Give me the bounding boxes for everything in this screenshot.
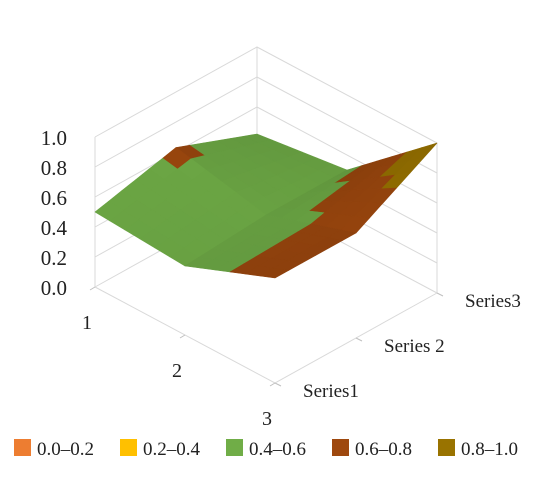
value-tick-label: 0.6: [41, 186, 67, 210]
legend-label: 0.6–0.8: [355, 439, 412, 460]
value-tick-label: 1.0: [41, 126, 67, 150]
legend-swatch: [332, 439, 349, 456]
series-tick-1: [355, 337, 363, 342]
category-tick-label: 3: [262, 408, 272, 430]
legend-label: 0.0–0.2: [37, 439, 94, 460]
category-tick-1: [179, 334, 186, 339]
legend-label: 0.8–1.0: [461, 439, 518, 460]
surface-layer: [94, 133, 438, 279]
value-tick-label: 0.4: [41, 216, 68, 240]
legend-label: 0.2–0.4: [143, 439, 201, 460]
legend-swatch: [438, 439, 455, 456]
value-tick-label: 0.0: [41, 276, 67, 300]
category-tick-label: 2: [172, 360, 182, 382]
category-tick-0: [89, 286, 96, 291]
legend: 0.0–0.2 0.2–0.4 0.4–0.6 0.6–0.8 0.8–1.0: [14, 439, 518, 460]
surface-facet-143: [259, 267, 289, 279]
legend-label: 0.4–0.6: [249, 439, 306, 460]
label-layer: 0.0 0.2 0.4 0.6 0.8 1.0 1 2 3 Series1 Series 2 Seri…: [41, 126, 521, 430]
category-tick-label: 1: [82, 312, 92, 334]
legend-swatch: [14, 439, 31, 456]
series-label: Series1: [303, 381, 359, 402]
category-tick-2: [269, 382, 276, 387]
gridline-5: [94, 46, 438, 144]
series-label: Series3: [465, 291, 521, 312]
legend-swatch: [226, 439, 243, 456]
series-label: Series 2: [384, 336, 445, 357]
value-tick-label: 0.2: [41, 246, 67, 270]
series-tick-0: [274, 382, 282, 387]
series-tick-2: [436, 292, 444, 297]
value-tick-label: 0.8: [41, 156, 67, 180]
legend-swatch: [120, 439, 137, 456]
